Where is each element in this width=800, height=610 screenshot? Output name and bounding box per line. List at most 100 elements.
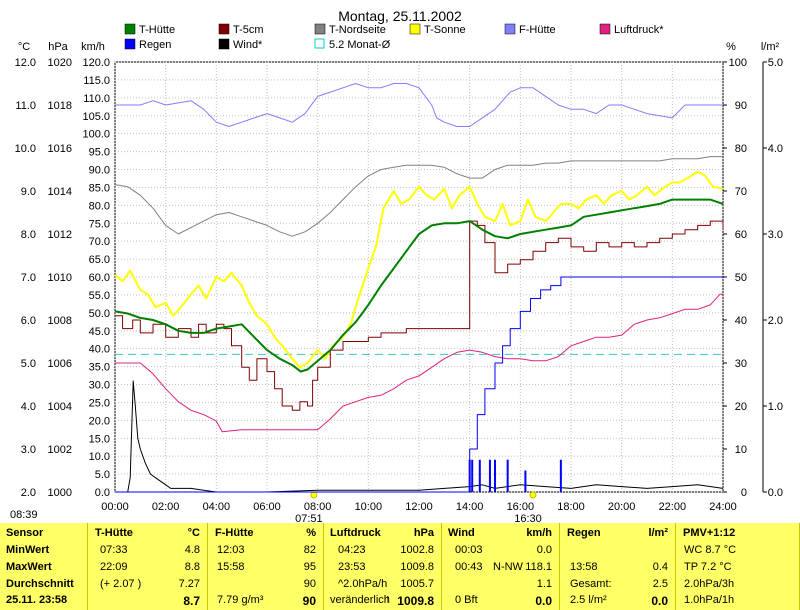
wind-tick-label: 105.0 (82, 111, 110, 123)
stats-value: 4.8 (184, 544, 200, 556)
series-line-t-h-tte (114, 198, 724, 373)
wind-tick-label: 70.0 (89, 236, 110, 248)
x-tick-label: 08:00 (304, 501, 332, 513)
wind-tick-label: 110.0 (83, 93, 110, 105)
stats-value: 90 (303, 578, 316, 590)
wind-tick-label: 25.0 (89, 397, 110, 409)
legend-label: T-5cm (233, 24, 264, 36)
stats-header: T-Hütte (95, 527, 133, 539)
stats-value: 118.1 (525, 561, 552, 573)
stats-cell: 00:43 (455, 561, 483, 573)
temp-tick-label: 2.0 (21, 487, 36, 499)
stats-header: F-Hütte (215, 527, 254, 539)
humidity-tick-label: 50 (735, 272, 747, 284)
legend-swatch (314, 38, 325, 49)
humidity-tick-label: 10 (735, 444, 747, 456)
legend-label: T-Nordseite (329, 24, 386, 36)
legend-swatch (218, 23, 230, 35)
pressure-trend-arrow: ↑ (385, 593, 391, 605)
stats-column (208, 523, 324, 610)
stats-header: l/m² (648, 527, 668, 539)
wind-tick-label: 35.0 (89, 362, 110, 374)
stats-row-label: Sensor (6, 527, 44, 539)
temp-tick-label: 10.0 (15, 143, 36, 155)
chart-title: Montag, 25.11.2002 (338, 8, 462, 24)
stats-row-label: MaxWert (6, 561, 52, 573)
stats-cell: 07:33 (100, 544, 128, 556)
stats-header: km/h (526, 527, 552, 539)
statistics-panel: 08:39 Sensor T-Hütte °C F-Hütte% Luftdruck hP… (0, 509, 800, 610)
wind-tick-label: 80.0 (89, 200, 110, 212)
sun-marker-label: 16:30 (514, 513, 542, 523)
x-tick-label: 06:00 (253, 501, 281, 513)
stats-column (560, 523, 676, 610)
series-line-regen (115, 276, 723, 493)
stats-row-label: Durchschnitt (6, 578, 74, 590)
temp-tick-label: 11.0 (15, 100, 36, 112)
stats-cell: 2.0hPa/3h (684, 578, 735, 590)
humidity-tick-label: 60 (735, 229, 747, 241)
stats-header: % (306, 527, 316, 539)
rain-tick-label: 0.0 (768, 487, 783, 499)
temp-tick-label: 7.0 (21, 272, 36, 284)
wind-tick-label: 5.0 (95, 469, 110, 481)
pressure-tick-label: 1016 (48, 143, 72, 155)
current-time: 08:39 (10, 509, 38, 521)
stats-cell: 23:53 (338, 561, 366, 573)
humidity-tick-label: 90 (735, 100, 747, 112)
pressure-tick-label: 1014 (48, 186, 72, 198)
wind-tick-label: 15.0 (89, 433, 110, 445)
stats-cell: 1.0hPa/1h (684, 594, 735, 606)
wind-tick-label: 55.0 (89, 290, 110, 302)
x-tick-label: 10:00 (355, 501, 383, 513)
humidity-tick-label: 80 (735, 143, 747, 155)
stats-column (0, 523, 88, 610)
stats-column (442, 523, 560, 610)
humidity-axis-unit: % (726, 41, 736, 53)
humidity-tick-label: 0 (741, 487, 747, 499)
stats-value: 1.1 (536, 578, 552, 590)
humidity-tick-label: 20 (735, 401, 747, 413)
stats-value: 0.0 (651, 594, 668, 608)
legend-label: T-Sonne (424, 24, 466, 36)
stats-header: Luftdruck (330, 527, 381, 539)
stats-cell: TP 7.2 °C (684, 561, 732, 573)
temp-tick-label: 6.0 (21, 315, 36, 327)
stats-value: 8.7 (183, 594, 200, 608)
wind-tick-label: 120.0 (82, 57, 110, 69)
rain-tick-label: 3.0 (768, 229, 783, 241)
stats-cell: WC 8.7 °C (684, 544, 737, 556)
series-line-t-sonne (114, 170, 724, 369)
legend-swatch (124, 23, 136, 35)
stats-cell: 00:03 (455, 544, 483, 556)
pressure-tick-label: 1008 (48, 315, 72, 327)
temp-tick-label: 4.0 (21, 401, 36, 413)
stats-header: Wind (448, 527, 475, 539)
legend-swatch (218, 38, 230, 50)
temp-tick-label: 3.0 (21, 444, 36, 456)
legend-swatch (599, 23, 611, 35)
x-tick-label: 00:00 (101, 501, 129, 513)
stats-value: 2.5 (652, 578, 668, 590)
sun-marker-label: 07:51 (295, 513, 323, 523)
stats-cell: (+ 2.07 ) (100, 578, 142, 590)
rain-tick-label: 5.0 (768, 57, 783, 69)
x-tick-label: 02:00 (152, 501, 180, 513)
pressure-tick-label: 1018 (48, 100, 72, 112)
x-tick-label: 24:00 (709, 501, 737, 513)
wind-tick-label: 115.0 (83, 75, 110, 87)
wind-tick-label: 65.0 (89, 254, 110, 266)
wind-tick-label: 100.0 (82, 129, 110, 141)
x-tick-label: 20:00 (608, 501, 636, 513)
stats-cell: N-NW (493, 561, 523, 573)
stats-cell: 12:03 (217, 544, 245, 556)
stats-value: 8.8 (184, 561, 200, 573)
wind-tick-label: 40.0 (89, 344, 110, 356)
series-line-f-h-tte (115, 83, 723, 127)
temp-tick-label: 9.0 (21, 186, 36, 198)
pressure-tick-label: 1000 (48, 487, 72, 499)
temp-tick-label: 12.0 (15, 57, 36, 69)
wind-tick-label: 75.0 (89, 218, 110, 230)
wind-tick-label: 10.0 (89, 451, 110, 463)
rain-tick-label: 4.0 (768, 143, 783, 155)
